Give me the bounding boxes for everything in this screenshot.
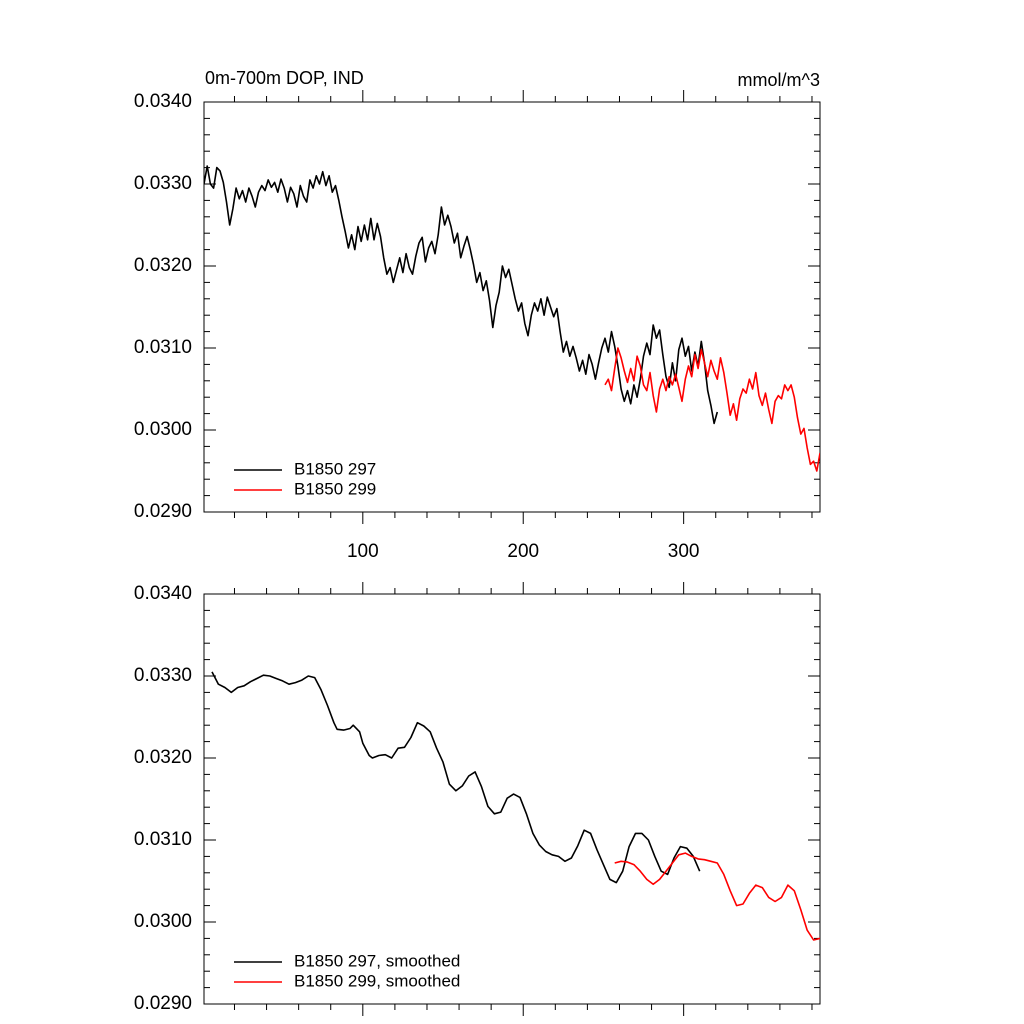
bottom-series-line-2 bbox=[614, 852, 820, 941]
top-ytick-label: 0.0310 bbox=[134, 337, 192, 358]
top-chart-title: 0m-700m DOP, IND bbox=[205, 68, 364, 88]
bottom-ytick-label: 0.0330 bbox=[134, 665, 192, 686]
top-ytick-label: 0.0330 bbox=[134, 173, 192, 194]
top-xtick-label: 200 bbox=[507, 541, 539, 562]
bottom-plot-frame bbox=[203, 593, 821, 1005]
top-series-line-2 bbox=[604, 347, 820, 472]
bottom-panel: 0.0290 0.0300 0.0310 0.0320 0.0330 0.0340 B185… bbox=[134, 582, 821, 1016]
top-plot-frame bbox=[203, 101, 821, 513]
top-ytick-label: 0.0320 bbox=[134, 255, 192, 276]
top-panel: 0m-700m DOP, IND mmol/m^3 0.0290 0.0300 0.… bbox=[134, 68, 821, 562]
bottom-series-line-1 bbox=[211, 671, 701, 884]
bottom-legend-label-2: B1850 299, smoothed bbox=[294, 971, 460, 990]
top-legend-label-1: B1850 297 bbox=[294, 459, 376, 478]
bottom-ytick-label: 0.0320 bbox=[134, 747, 192, 768]
bottom-ytick-label: 0.0290 bbox=[134, 993, 192, 1014]
bottom-legend-label-1: B1850 297, smoothed bbox=[294, 951, 460, 970]
top-ytick-label: 0.0340 bbox=[134, 91, 192, 112]
bottom-ytick-label: 0.0300 bbox=[134, 911, 192, 932]
top-ytick-label: 0.0300 bbox=[134, 419, 192, 440]
top-series-line-1 bbox=[204, 165, 719, 425]
top-xtick-label: 300 bbox=[668, 541, 700, 562]
bottom-ytick-label: 0.0310 bbox=[134, 829, 192, 850]
bottom-ytick-label: 0.0340 bbox=[134, 583, 192, 604]
top-legend-label-2: B1850 299 bbox=[294, 479, 376, 498]
top-ytick-label: 0.0290 bbox=[134, 501, 192, 522]
top-xtick-label: 100 bbox=[347, 541, 379, 562]
top-chart-units: mmol/m^3 bbox=[738, 70, 820, 90]
